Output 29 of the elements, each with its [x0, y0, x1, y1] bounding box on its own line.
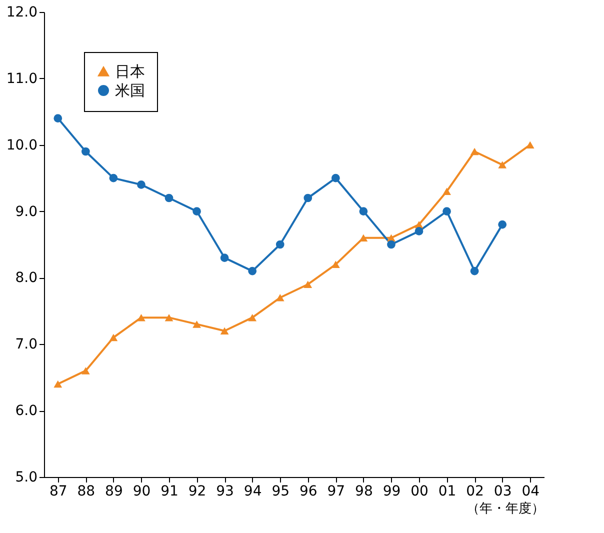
x-tick-label: 92 — [188, 484, 206, 500]
x-tick-label: 02 — [466, 484, 484, 500]
x-tick-label: 96 — [299, 484, 318, 500]
x-tick-label: 90 — [132, 484, 151, 500]
y-tick-label: 9.0 — [15, 204, 38, 220]
x-tick-label: 03 — [494, 484, 512, 500]
x-tick-label: 88 — [77, 484, 96, 500]
x-tick-label: 99 — [382, 484, 401, 500]
legend-label: 米国 — [115, 82, 145, 100]
x-tick-label: 95 — [272, 484, 290, 500]
x-tick-label: 93 — [216, 484, 234, 500]
x-tick-label: 87 — [49, 484, 68, 500]
y-tick-label: 12.0 — [6, 4, 38, 20]
x-tick-label: 98 — [355, 484, 373, 500]
y-tick-label: 5.0 — [15, 470, 38, 486]
x-tick-label: 89 — [105, 484, 123, 500]
y-tick-label: 6.0 — [15, 403, 38, 420]
x-tick-label: 04 — [522, 484, 540, 500]
y-tick-label: 10.0 — [6, 137, 38, 154]
x-tick-label: 97 — [327, 484, 346, 500]
x-tick-label: 00 — [410, 484, 428, 500]
x-tick-label: 94 — [244, 484, 262, 500]
y-tick-label: 8.0 — [15, 270, 38, 286]
x-tick-label: 91 — [160, 484, 178, 500]
x-axis-title: （年・年度） — [466, 500, 544, 516]
x-tick-label: 01 — [438, 484, 456, 500]
y-tick-label: 7.0 — [15, 336, 38, 353]
y-tick-label: 11.0 — [6, 70, 38, 87]
legend-label: 日本 — [115, 62, 145, 80]
